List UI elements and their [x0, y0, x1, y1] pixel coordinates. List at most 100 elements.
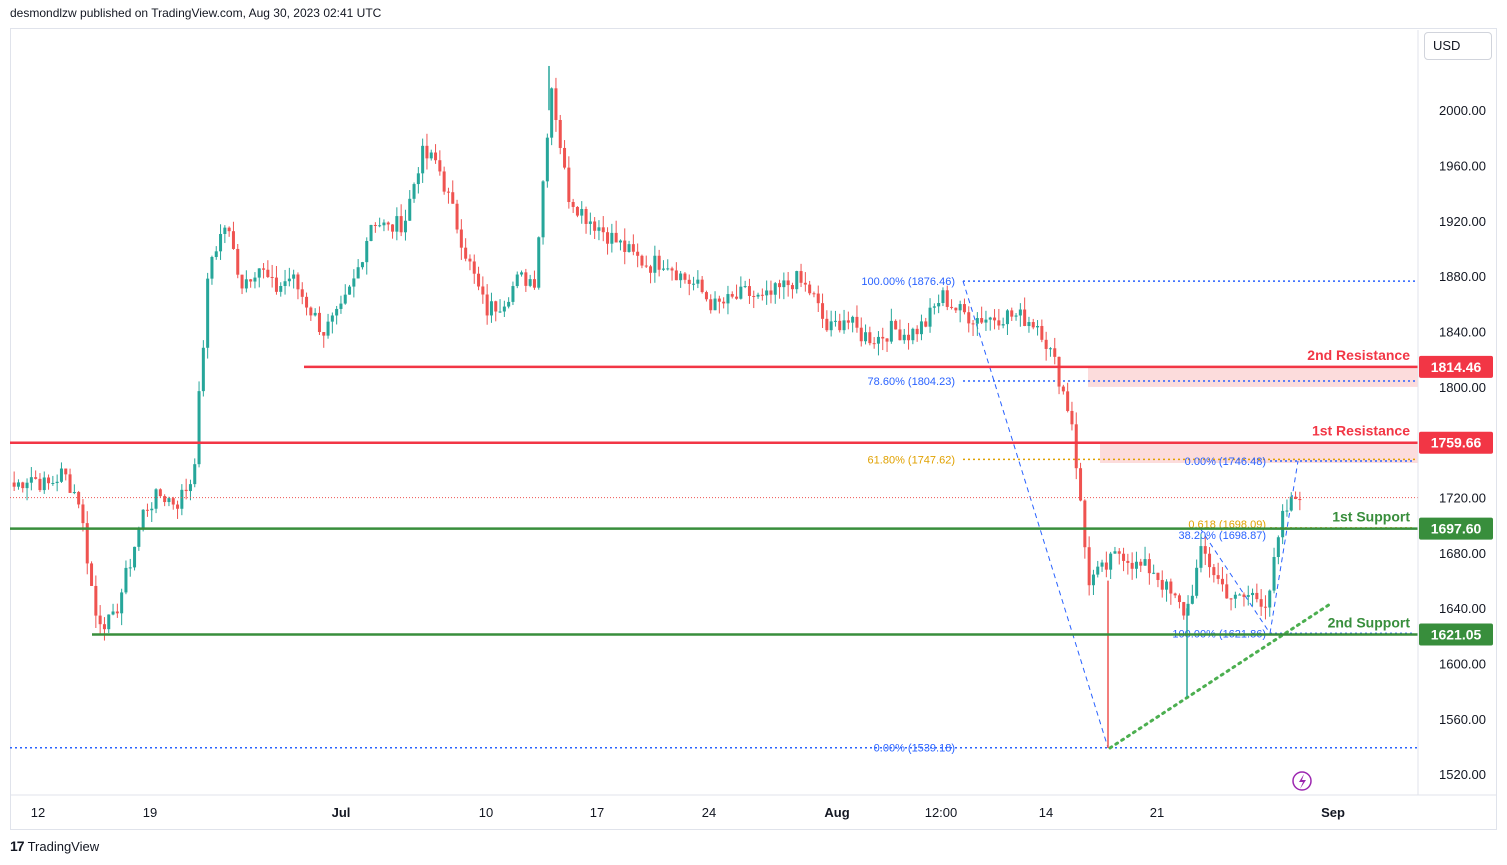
candle-body [588, 221, 592, 224]
candle-body [644, 265, 648, 267]
candle-body [257, 268, 261, 278]
candle-body [145, 509, 149, 511]
currency-selector[interactable]: USD [1424, 32, 1492, 60]
price-tag [1419, 355, 1493, 378]
candle-body [481, 286, 485, 295]
candle-body [1010, 310, 1014, 317]
candle-body [330, 315, 334, 322]
candle-body [412, 184, 416, 199]
candle-body [94, 585, 98, 616]
candle-body [283, 281, 287, 286]
candle-body [657, 255, 661, 270]
candle-body [425, 145, 429, 159]
price-tick-label: 1880.00 [1439, 269, 1486, 284]
candle-body [778, 283, 782, 288]
candle-body [34, 477, 38, 479]
support-resistance-levels: 2nd Resistance 1814.46 1st Resistance 1759.… [10, 347, 1493, 646]
candle-body [322, 332, 326, 336]
candle-body [580, 209, 584, 216]
candle-body [1199, 546, 1203, 568]
candle-body [1074, 424, 1078, 469]
candle-body [1005, 310, 1009, 325]
candle-body [494, 301, 498, 312]
candle-body [1134, 561, 1138, 569]
candle-body [266, 269, 270, 277]
candle-body [1294, 496, 1298, 500]
chart-pane[interactable] [10, 28, 1497, 830]
candle-body [1169, 581, 1173, 594]
candle-body [726, 294, 730, 304]
price-tick-label: 1680.00 [1439, 546, 1486, 561]
candle-body [485, 294, 489, 316]
candle-body [593, 221, 597, 231]
price-tag-label: 1814.46 [1431, 359, 1482, 375]
candle-body [1001, 324, 1005, 326]
candle-body [292, 274, 296, 279]
fib-level-label: 0.00% (1746.48) [1185, 456, 1266, 468]
candle-body [1165, 581, 1169, 590]
candle-body [468, 258, 472, 262]
candle-body [274, 277, 278, 292]
candle-body [937, 302, 941, 307]
candle-body [808, 284, 812, 294]
candle-body [313, 312, 317, 316]
price-tag [1419, 431, 1493, 454]
candle-body [1225, 584, 1229, 599]
candle-body [352, 278, 356, 287]
candle-body [133, 546, 137, 568]
price-tick-label: 1640.00 [1439, 601, 1486, 616]
candle-body [868, 332, 872, 344]
candle-body [988, 317, 992, 320]
candle-body [683, 273, 687, 280]
candle-body [399, 216, 403, 233]
candle-body [176, 504, 180, 509]
candle-body [1242, 594, 1246, 597]
price-tick-label: 1520.00 [1439, 767, 1486, 782]
candle-body [623, 240, 627, 252]
candle-body [1061, 386, 1065, 392]
candle-body [184, 489, 188, 492]
candle-body [1186, 603, 1190, 616]
candle-body [769, 290, 773, 295]
candle-body [1018, 309, 1022, 316]
candle-body [739, 286, 743, 299]
candle-body [919, 321, 923, 335]
candle-body [434, 152, 438, 161]
candle-body [1190, 595, 1194, 604]
candle-body [967, 312, 971, 324]
candle-body [72, 492, 76, 494]
candle-body [1251, 592, 1255, 596]
candle-body [438, 160, 442, 172]
candle-body [692, 283, 696, 285]
candle-body [666, 268, 670, 270]
candle-body [1216, 575, 1220, 579]
candle-body [945, 290, 949, 307]
candle-body [12, 482, 16, 487]
candle-body [528, 279, 532, 286]
candle-body [378, 225, 382, 227]
candle-body [515, 274, 519, 287]
candle-body [670, 268, 674, 271]
candle-body [1027, 322, 1031, 327]
candle-body [864, 332, 868, 342]
lightning-icon[interactable] [1292, 771, 1312, 791]
price-tick-label: 1960.00 [1439, 159, 1486, 174]
candle-body [846, 320, 850, 323]
candle-body [429, 152, 433, 159]
candle-body [1096, 566, 1100, 575]
candle-body [911, 328, 915, 341]
candle-body [1272, 557, 1276, 591]
candle-body [1053, 348, 1057, 357]
candle-body [786, 280, 790, 286]
candle-body [1083, 500, 1087, 548]
candle-body [829, 321, 833, 331]
candle-body [42, 477, 46, 491]
candle-body [29, 477, 33, 483]
candle-body [1195, 567, 1199, 596]
candle-body [1285, 510, 1289, 512]
resistance-zone-1 [1100, 442, 1418, 463]
candle-body [885, 338, 889, 342]
candle-body [1263, 606, 1267, 608]
tradingview-logo-icon: 17 [10, 838, 25, 854]
